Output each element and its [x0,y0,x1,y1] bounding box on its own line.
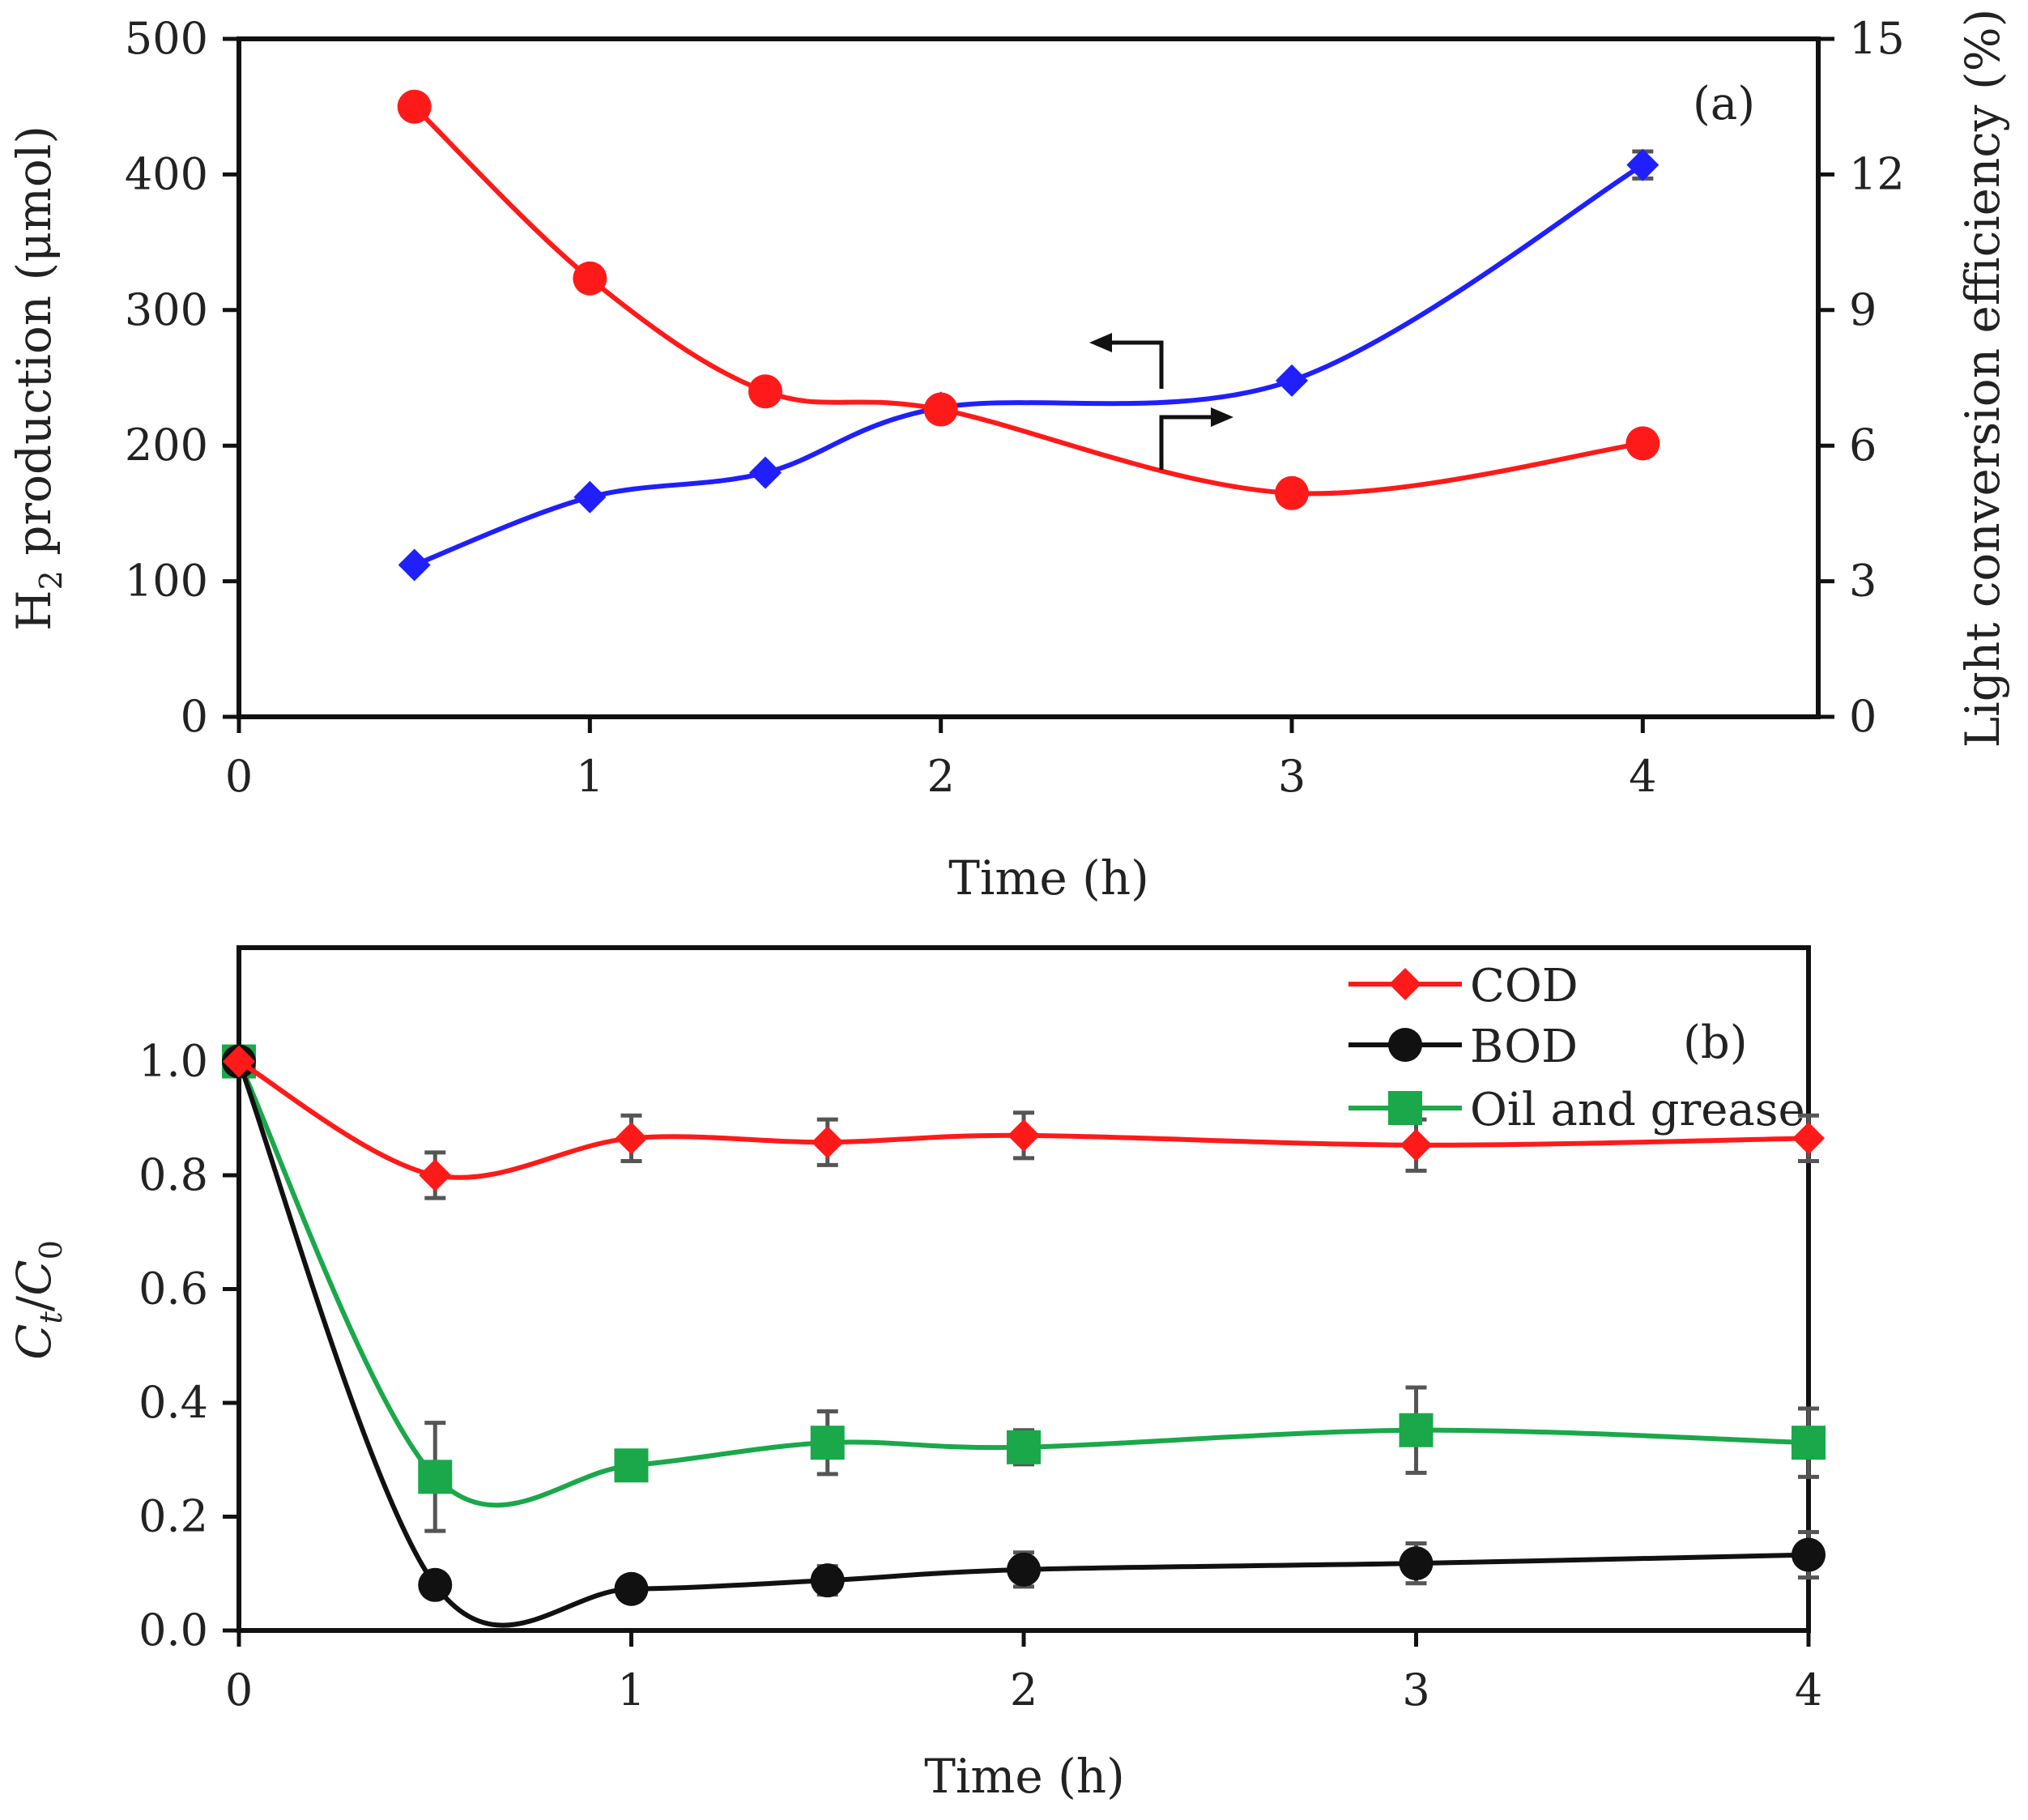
data-point-bod [1792,1537,1826,1572]
data-point-bod [810,1563,845,1598]
y-right-tick-label: 0 [1849,691,1877,742]
data-point-bod [1007,1552,1041,1587]
panel-b-x-axis-label: Time (h) [924,1749,1125,1804]
legend-item-oil-and-grease: Oil and grease [1348,1084,1805,1136]
data-point-oil-and-grease [1007,1430,1041,1464]
y-tick-label: 1.0 [138,1036,208,1087]
y-label-slash: / [6,1295,62,1311]
data-point-oil-and-grease [418,1460,453,1494]
data-point-cod [1008,1119,1040,1152]
left-axis-arrow [1089,333,1164,389]
data-point-h2-production [573,480,607,514]
panel-a-x-axis-label: Time (h) [948,850,1149,906]
y-right-tick-label: 9 [1849,284,1877,335]
legend-label-bod: BOD [1470,1021,1578,1073]
panel-a-series [397,89,1660,582]
legend-item-cod: COD [1348,960,1579,1012]
legend-label-oil-and-grease: Oil and grease [1470,1084,1805,1136]
data-point-light-conversion-efficiency [573,261,607,296]
panel-b-chart: 0 1 2 3 4 0.0 0.2 0.4 0.6 0.8 1.0 COD BOD Oil and… [6,945,1826,1804]
data-point-cod [1400,1128,1433,1161]
panel-a-x-ticks: 0 1 2 3 4 [225,717,1657,802]
y-tick-label: 0.8 [138,1149,208,1200]
panel-a-y-ticks-right: 0 3 6 9 12 15 [1818,13,1905,742]
y-label-c2: C [6,1260,62,1295]
panel-a-y-axis-label-right: Light conversion efficiency (%) [1955,9,2010,748]
legend-label-cod: COD [1470,960,1579,1012]
data-point-oil-and-grease [1399,1413,1434,1447]
y-left-tick-label: 0 [181,691,208,742]
data-point-oil-and-grease [1792,1426,1826,1460]
y-tick-label: 0.2 [138,1491,208,1542]
data-point-h2-production [749,456,782,489]
y-left-tick-label: 100 [125,556,208,607]
y-left-tick-label: 400 [125,148,208,199]
data-point-light-conversion-efficiency [748,374,782,409]
x-tick-label: 1 [576,751,603,802]
data-point-cod [419,1159,452,1191]
x-tick-label: 4 [1795,1664,1822,1716]
y-left-tick-label: 300 [125,284,208,335]
y-right-tick-label: 12 [1849,148,1905,199]
x-tick-label: 2 [927,751,954,802]
y-right-tick-label: 15 [1849,13,1905,64]
panel-b-y-axis-label: Ct/C0 [6,1240,69,1360]
y-right-tick-label: 3 [1849,556,1877,607]
y-left-tick-label: 200 [125,420,208,471]
y-tick-label: 0.4 [138,1377,208,1428]
y-tick-label: 0.6 [138,1264,208,1315]
right-axis-arrow [1159,407,1233,470]
data-point-light-conversion-efficiency [397,89,432,124]
x-tick-label: 3 [1278,751,1306,802]
panel-a-label: (a) [1693,78,1755,130]
panel-b-x-ticks: 0 1 2 3 4 [225,1630,1822,1716]
data-point-oil-and-grease [810,1426,845,1460]
legend-item-bod: BOD [1348,1021,1578,1073]
data-point-light-conversion-efficiency [923,392,958,427]
series-line-light-conversion-efficiency [412,104,1643,497]
panel-a-y-ticks-left: 0 100 200 300 400 500 [125,13,239,742]
panel-a-plot-frame [236,36,1821,719]
panel-b-label: (b) [1683,1017,1748,1069]
y-tick-label: 0.0 [138,1605,208,1656]
data-point-h2-production [1276,364,1308,397]
data-point-cod [811,1126,844,1159]
data-point-h2-production [1626,148,1659,181]
data-point-h2-production [398,548,431,582]
data-point-cod [1792,1122,1825,1155]
data-point-cod [223,1045,255,1078]
panel-a-y-axis-label-left: H2 production (μmol) [6,126,69,631]
data-point-cod [615,1122,648,1155]
data-point-light-conversion-efficiency [1625,426,1660,461]
data-point-bod [418,1567,453,1602]
y-label-c1: C [6,1324,62,1360]
series-line-h2-production [413,163,1644,568]
y-label-rest: production (μmol) [6,126,62,570]
y-right-tick-label: 6 [1849,420,1877,471]
y-left-tick-label: 500 [125,13,208,64]
data-point-bod [614,1571,649,1606]
x-tick-label: 3 [1402,1664,1429,1716]
x-tick-label: 4 [1629,751,1656,802]
y-label-h: H [6,590,62,631]
x-tick-label: 0 [225,751,253,802]
x-tick-label: 1 [617,1664,645,1716]
panel-b-series [222,1044,1826,1628]
y-label-sub-t: t [33,1311,69,1324]
panel-b-legend: COD BOD Oil and grease [1348,960,1805,1136]
y-label-subscript: 2 [33,570,69,590]
x-tick-label: 2 [1010,1664,1037,1716]
x-tick-label: 0 [225,1664,253,1716]
panel-b-y-ticks: 0.0 0.2 0.4 0.6 0.8 1.0 [138,1036,239,1656]
data-point-oil-and-grease [614,1448,649,1483]
y-label-sub-0: 0 [33,1240,69,1260]
data-point-light-conversion-efficiency [1275,475,1309,510]
data-point-bod [1399,1546,1434,1581]
